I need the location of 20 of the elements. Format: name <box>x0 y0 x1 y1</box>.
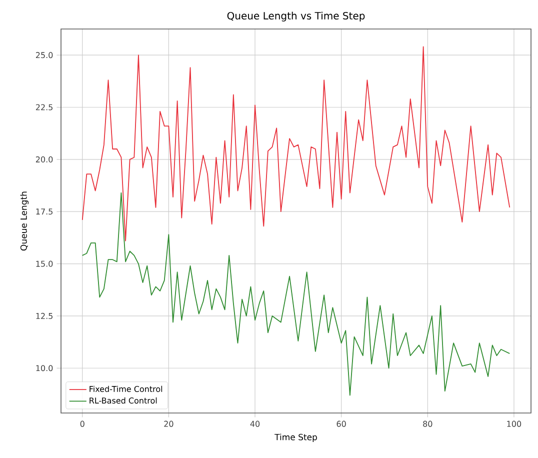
x-tick-label: 40 <box>250 420 260 427</box>
y-tick-label: 25.0 <box>36 52 53 58</box>
y-axis-title: Queue Length <box>20 192 29 250</box>
y-tick-label: 10.0 <box>36 365 53 372</box>
y-tick-label: 12.5 <box>36 312 52 319</box>
y-tick-label: 20.0 <box>36 156 53 162</box>
x-tick-label: 80 <box>423 420 432 427</box>
chart-title: Queue Length vs Time Step <box>227 12 365 22</box>
x-tick-label: 20 <box>164 420 174 427</box>
legend-label: Fixed-Time Control <box>90 386 162 392</box>
y-tick-label: 15.0 <box>36 260 53 267</box>
x-tick-label: 100 <box>507 420 522 427</box>
x-tick-label: 60 <box>336 420 346 427</box>
line-series <box>82 192 510 396</box>
x-tick-label: 0 <box>80 420 84 427</box>
y-tick-label: 22.5 <box>36 104 52 110</box>
line-series <box>82 46 510 242</box>
y-tick-label: 17.5 <box>36 208 52 215</box>
legend-label: RL-Based Control <box>90 397 157 404</box>
x-axis-title: Time Step <box>274 434 317 442</box>
